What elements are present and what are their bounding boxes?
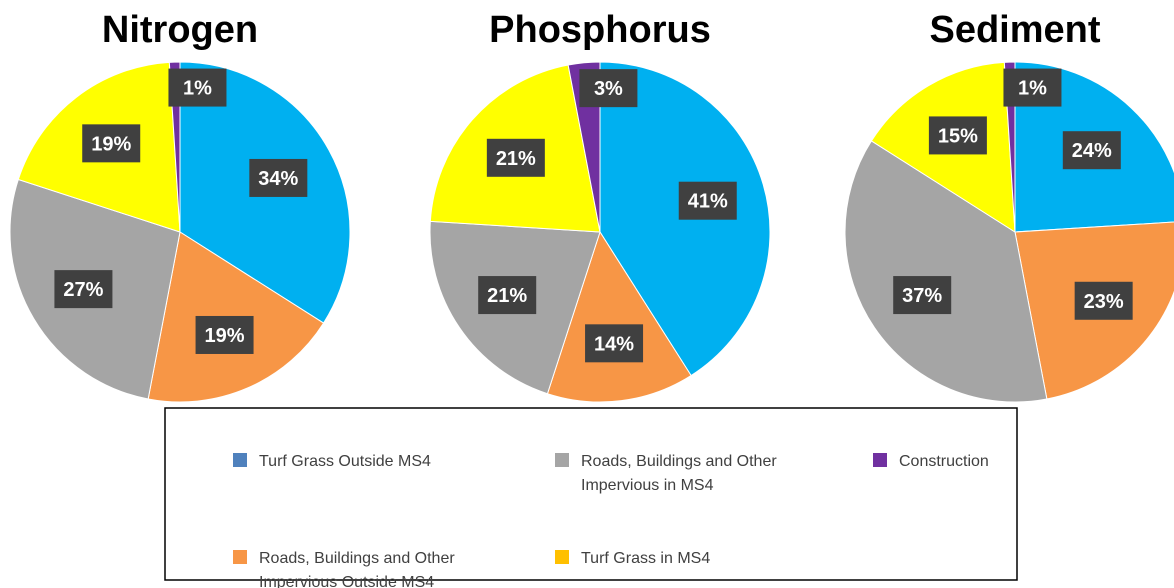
data-label-box (579, 69, 638, 108)
legend-swatch (233, 550, 247, 564)
data-label-box (893, 276, 952, 315)
legend-swatch (555, 453, 569, 467)
data-label: 1% (1018, 78, 1047, 100)
legend-label-line: Impervious in MS4 (581, 477, 714, 494)
data-label-box (478, 276, 537, 315)
data-label-box (678, 181, 737, 220)
legend-label: Turf Grass Outside MS4 (259, 453, 431, 470)
legend-box (164, 407, 1018, 581)
data-label-box (928, 116, 987, 155)
legend-label-line: Impervious Outside MS4 (259, 574, 434, 588)
legend-label: Roads, Buildings and Other Impervious Out… (259, 550, 455, 588)
chart-title: Phosphorus (489, 9, 711, 51)
data-label: 15% (938, 125, 978, 147)
data-label-box (1003, 68, 1062, 107)
legend-label: Roads, Buildings and Other Impervious in … (581, 453, 777, 494)
chart-title: Sediment (929, 9, 1100, 51)
legend-swatch (873, 453, 887, 467)
data-label: 14% (594, 333, 634, 355)
data-label: 1% (183, 78, 212, 100)
data-label: 27% (63, 279, 103, 301)
data-label-box (585, 324, 644, 363)
data-label: 19% (91, 133, 131, 155)
data-label-box (486, 138, 545, 177)
data-label: 21% (496, 148, 536, 170)
data-label-box (195, 315, 254, 354)
chart-title: Nitrogen (102, 9, 258, 51)
data-label: 37% (902, 285, 942, 307)
legend-swatch (233, 453, 247, 467)
legend-label: Construction (899, 453, 989, 470)
data-label-box (249, 158, 308, 197)
data-label: 34% (258, 168, 298, 190)
legend-swatch (555, 550, 569, 564)
data-label: 21% (487, 285, 527, 307)
data-label: 3% (594, 78, 623, 100)
data-label-box (1062, 131, 1121, 170)
legend-label-line: Roads, Buildings and Other (259, 550, 455, 567)
data-label-box (82, 124, 141, 163)
data-label-box (1074, 281, 1133, 320)
data-label: 23% (1084, 291, 1124, 313)
data-label-box (168, 68, 227, 107)
data-label: 19% (205, 325, 245, 347)
data-label: 41% (688, 191, 728, 213)
data-label-box (54, 270, 113, 309)
data-label: 24% (1072, 140, 1112, 162)
legend-label: Turf Grass in MS4 (581, 550, 710, 567)
legend-label-line: Roads, Buildings and Other (581, 453, 777, 470)
pie-slice (546, 230, 692, 403)
pie-slice (844, 140, 1048, 403)
